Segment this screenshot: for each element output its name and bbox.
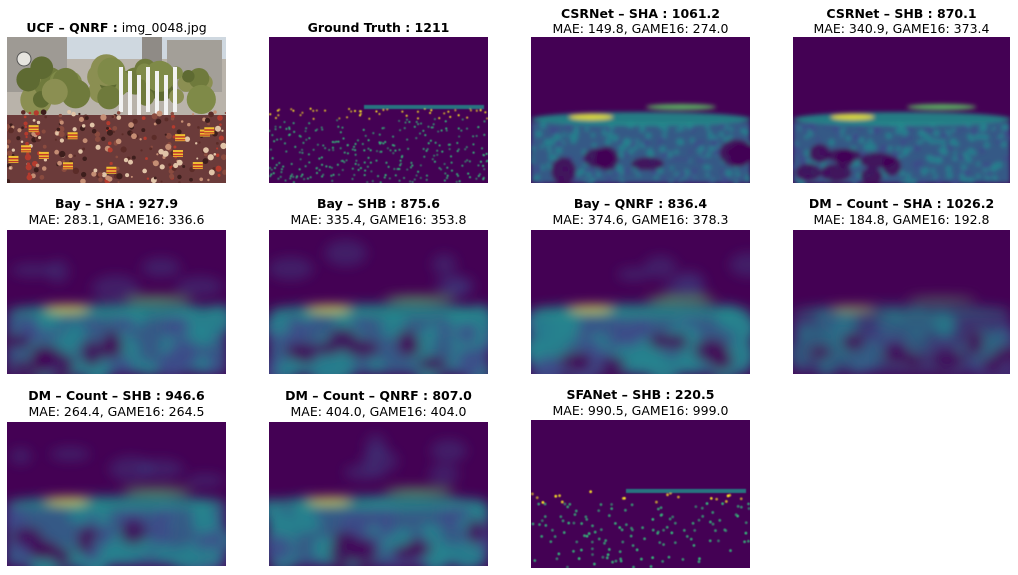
panel-metrics: MAE: 404.0, GAME16: 404.0 (290, 404, 467, 419)
density-map (269, 230, 488, 374)
panel-title: CSRNet – SHA : 1061.2 (561, 6, 720, 21)
density-map (793, 37, 1010, 183)
panel-title: Bay – QNRF : 836.4 (573, 196, 708, 211)
panel-metrics: MAE: 149.8, GAME16: 274.0 (552, 21, 729, 36)
density-map (7, 422, 226, 566)
panel-title: SFANet – SHB : 220.5 (566, 387, 715, 402)
panel-input-image: UCF – QNRF : img_0048.jpg (7, 18, 226, 183)
crowd-photo (7, 37, 226, 183)
panel-title: UCF – QNRF : img_0048.jpg (26, 20, 207, 35)
panel-title: DM – Count – SHA : 1026.2 (808, 196, 995, 211)
density-map (7, 230, 226, 374)
panel-ground-truth: Ground Truth : 1211 (269, 18, 488, 183)
panel-metrics: MAE: 990.5, GAME16: 999.0 (552, 403, 729, 418)
panel-dm-count-sha: DM – Count – SHA : 1026.2 MAE: 184.8, GA… (793, 196, 1010, 374)
panel-sfanet-shb: SFANet – SHB : 220.5 MAE: 990.5, GAME16:… (531, 386, 750, 568)
panel-bay-qnrf: Bay – QNRF : 836.4 MAE: 374.6, GAME16: 3… (531, 196, 750, 374)
panel-metrics: MAE: 264.4, GAME16: 264.5 (28, 404, 205, 419)
panel-csrnet-shb: CSRNet – SHB : 870.1 MAE: 340.9, GAME16:… (793, 4, 1010, 183)
panel-metrics: MAE: 335.4, GAME16: 353.8 (290, 212, 467, 227)
panel-dm-count-qnrf: DM – Count – QNRF : 807.0 MAE: 404.0, GA… (269, 388, 488, 566)
density-map (269, 422, 488, 566)
density-map (793, 230, 1010, 374)
panel-csrnet-sha: CSRNet – SHA : 1061.2 MAE: 149.8, GAME16… (531, 4, 750, 183)
panel-metrics: MAE: 184.8, GAME16: 192.8 (813, 212, 990, 227)
panel-dm-count-shb: DM – Count – SHB : 946.6 MAE: 264.4, GAM… (7, 388, 226, 566)
panel-title: Bay – SHA : 927.9 (54, 196, 179, 211)
panel-metrics: MAE: 374.6, GAME16: 378.3 (552, 212, 729, 227)
density-map (531, 37, 750, 183)
panel-title: Bay – SHB : 875.6 (317, 196, 440, 211)
panel-metrics: MAE: 340.9, GAME16: 373.4 (813, 21, 990, 36)
density-map (531, 230, 750, 374)
density-map (531, 420, 750, 568)
panel-title: DM – Count – SHB : 946.6 (28, 388, 205, 403)
panel-metrics: MAE: 283.1, GAME16: 336.6 (28, 212, 205, 227)
panel-bay-shb: Bay – SHB : 875.6 MAE: 335.4, GAME16: 35… (269, 196, 488, 374)
panel-title: Ground Truth : 1211 (307, 20, 450, 35)
panel-title: DM – Count – QNRF : 807.0 (285, 388, 472, 403)
density-map (269, 37, 488, 183)
panel-title: CSRNet – SHB : 870.1 (826, 6, 977, 21)
panel-bay-sha: Bay – SHA : 927.9 MAE: 283.1, GAME16: 33… (7, 196, 226, 374)
